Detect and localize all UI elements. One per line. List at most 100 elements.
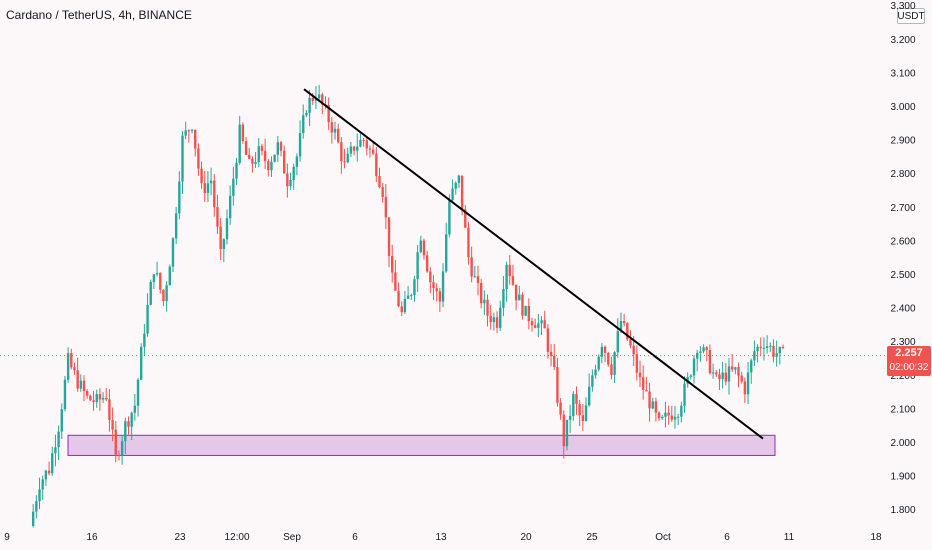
candle-body	[473, 276, 477, 278]
candle-body	[607, 352, 610, 365]
candle-body	[120, 441, 124, 456]
candle-body	[260, 146, 264, 151]
candle-body	[330, 122, 334, 133]
candle-body	[502, 289, 505, 308]
candle-body	[429, 271, 432, 283]
candle-body	[470, 257, 473, 277]
candle-body	[108, 399, 111, 421]
candle-body	[654, 401, 658, 413]
candle-body	[143, 333, 146, 347]
candle-body	[219, 226, 222, 249]
candle-body	[708, 350, 712, 374]
candle-body	[140, 346, 143, 380]
candle-body	[190, 129, 194, 131]
candle-body	[632, 345, 635, 355]
candle-body	[410, 295, 413, 297]
candle-body	[51, 453, 54, 474]
candle-body	[359, 139, 362, 147]
candle-body	[575, 393, 578, 404]
candle-body	[511, 276, 515, 285]
candle-body	[235, 162, 238, 179]
candle-body	[727, 366, 731, 382]
candle-body	[327, 104, 330, 123]
candle-body	[289, 179, 292, 187]
candle-body	[438, 291, 442, 302]
candle-body	[616, 331, 619, 353]
candle-body	[63, 379, 67, 410]
price-unit-badge[interactable]: USDT	[897, 8, 925, 24]
candle-body	[403, 298, 407, 313]
candle-body	[85, 390, 89, 396]
candle-body	[689, 375, 693, 378]
candle-body	[413, 279, 416, 296]
candle-body	[286, 173, 289, 187]
candle-body	[257, 146, 260, 163]
candle-body	[492, 317, 496, 323]
candle-body	[273, 154, 276, 162]
candle-body	[518, 294, 521, 301]
candle-body	[432, 282, 435, 289]
candle-body	[209, 180, 213, 184]
candle-body	[556, 366, 559, 403]
x-tick-label: 6	[352, 532, 358, 543]
candle-body	[302, 115, 305, 134]
candle-body	[203, 183, 206, 194]
candle-body	[206, 183, 210, 194]
candle-body	[673, 416, 677, 420]
candle-body	[165, 285, 168, 302]
candle-body	[451, 188, 454, 201]
candle-body	[267, 161, 270, 171]
candle-body	[311, 97, 314, 101]
candle-body	[241, 124, 245, 142]
candle-body	[479, 282, 483, 304]
candle-body	[352, 146, 356, 151]
y-tick-label: 3.000	[890, 102, 915, 113]
candle-body	[769, 345, 772, 347]
candle-body	[740, 375, 743, 382]
candle-body	[699, 351, 702, 353]
candle-body	[540, 320, 543, 324]
candle-body	[435, 288, 438, 292]
candles-layer	[31, 84, 785, 528]
candle-body	[394, 272, 397, 291]
candle-body	[530, 321, 534, 326]
candle-body	[244, 141, 248, 155]
candle-body	[356, 146, 359, 151]
candle-body	[117, 454, 121, 456]
candle-body	[73, 367, 76, 371]
candle-body	[70, 353, 73, 368]
candle-body	[168, 266, 171, 286]
candle-body	[533, 325, 537, 328]
candle-body	[222, 239, 226, 249]
candle-body	[397, 290, 400, 307]
candle-body	[746, 372, 750, 395]
x-tick-label: Sep	[283, 532, 301, 543]
candle-body	[35, 501, 38, 512]
y-tick-label: 2.200	[890, 371, 915, 382]
candle-body	[543, 320, 546, 329]
candle-body	[232, 178, 235, 196]
candle-body	[762, 347, 766, 349]
candle-body	[613, 352, 616, 375]
x-tick-label: 12:00	[224, 532, 249, 543]
candle-body	[756, 346, 759, 352]
candle-body	[184, 130, 187, 136]
candle-body	[292, 166, 295, 180]
candle-body	[171, 238, 175, 267]
candle-body	[251, 158, 254, 164]
candle-body	[31, 511, 35, 526]
candle-body	[279, 142, 283, 151]
candle-body	[174, 213, 178, 239]
candle-body	[336, 128, 340, 143]
candle-body	[54, 447, 57, 454]
candle-body	[505, 264, 508, 290]
y-tick-label: 2.700	[890, 203, 915, 214]
candle-body	[308, 97, 311, 113]
candle-body	[111, 420, 114, 430]
candle-body	[66, 353, 70, 380]
y-tick-label: 2.100	[890, 404, 915, 415]
candle-body	[765, 346, 769, 348]
y-tick-label: 2.600	[890, 236, 915, 247]
candle-body	[445, 234, 448, 272]
